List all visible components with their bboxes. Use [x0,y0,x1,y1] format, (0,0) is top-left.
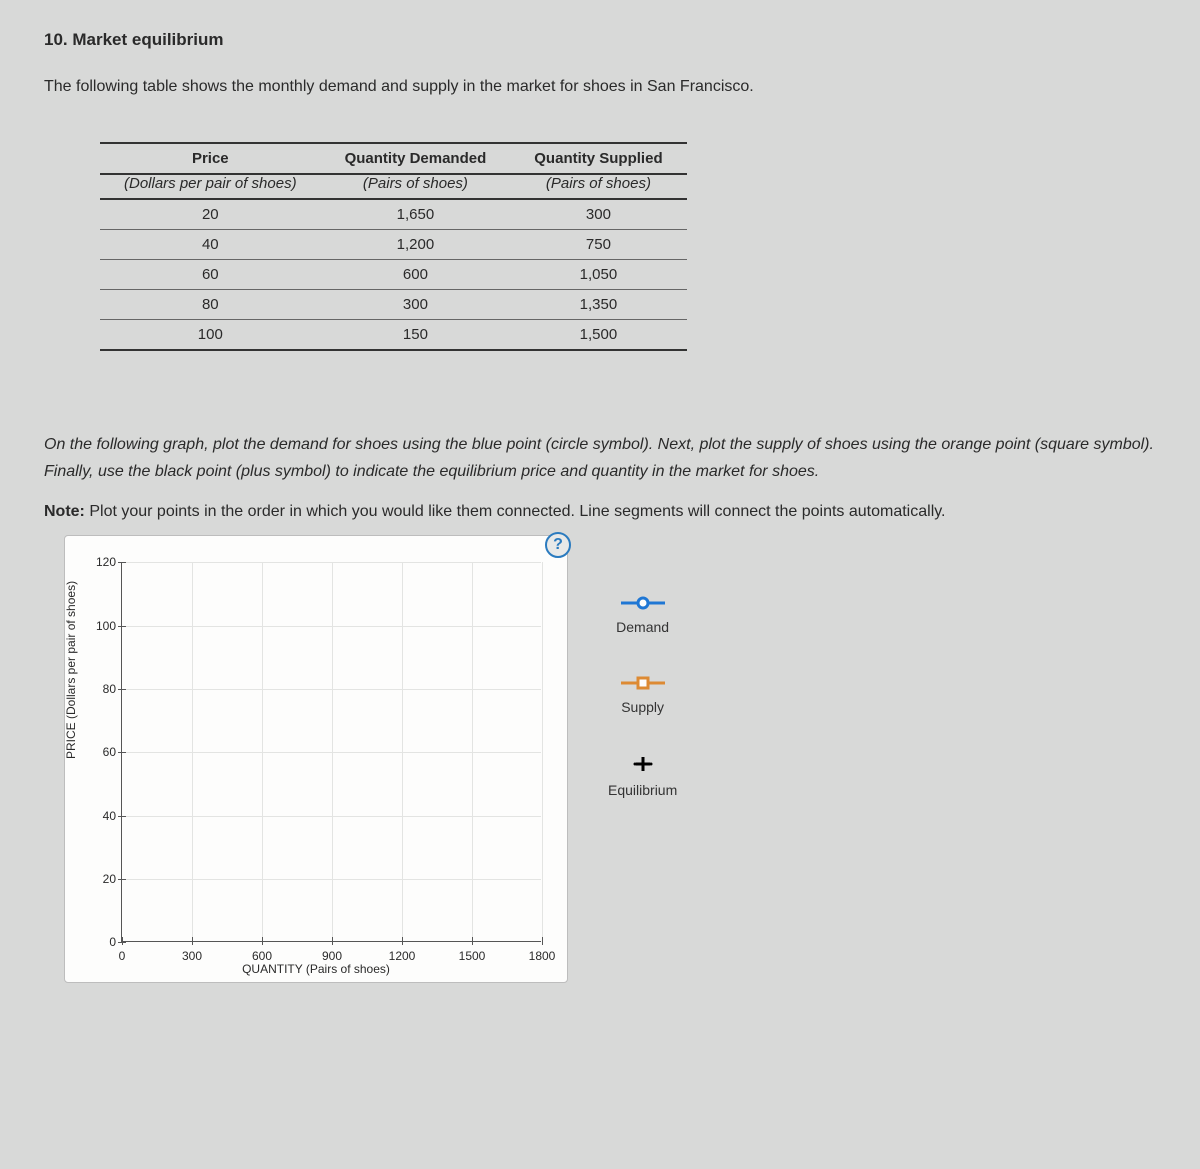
table-cell: 300 [510,199,686,230]
y-axis-label: PRICE (Dollars per pair of shoes) [64,581,78,759]
col-demand-sub: (Pairs of shoes) [321,174,511,199]
table-cell: 1,350 [510,290,686,320]
table-cell: 100 [100,320,321,351]
col-price-header: Price [100,143,321,174]
table-row: 1001501,500 [100,320,687,351]
table-cell: 150 [321,320,511,351]
table-cell: 1,500 [510,320,686,351]
table-cell: 80 [100,290,321,320]
x-tick-label: 900 [322,949,342,963]
note-label: Note: [44,503,85,520]
data-table: Price Quantity Demanded Quantity Supplie… [100,142,687,351]
plot-area[interactable]: 0204060801001200300600900120015001800 [121,562,541,942]
table-cell: 600 [321,260,511,290]
y-tick-label: 60 [86,745,116,759]
x-tick-label: 1800 [529,949,556,963]
note-body: Plot your points in the order in which y… [85,503,946,520]
legend-demand[interactable]: Demand [608,595,677,635]
y-tick-label: 40 [86,809,116,823]
intro-text: The following table shows the monthly de… [44,78,1200,96]
y-tick-label: 120 [86,555,116,569]
col-demand-header: Quantity Demanded [321,143,511,174]
table-cell: 1,050 [510,260,686,290]
x-tick-label: 600 [252,949,272,963]
table-body: 201,650300401,200750606001,050803001,350… [100,199,687,350]
legend-supply[interactable]: Supply [608,675,677,715]
legend-demand-label: Demand [608,619,677,635]
table-cell: 300 [321,290,511,320]
y-tick-label: 20 [86,872,116,886]
table-cell: 750 [510,230,686,260]
y-tick-label: 0 [86,935,116,949]
col-supply-header: Quantity Supplied [510,143,686,174]
legend-equilibrium[interactable]: Equilibrium [608,755,677,798]
x-tick-label: 0 [119,949,126,963]
x-tick-label: 300 [182,949,202,963]
table-cell: 1,650 [321,199,511,230]
col-supply-sub: (Pairs of shoes) [510,174,686,199]
x-axis-label: QUANTITY (Pairs of shoes) [242,962,390,976]
table-row: 401,200750 [100,230,687,260]
x-tick-label: 1200 [389,949,416,963]
question-heading: 10. Market equilibrium [44,30,1200,50]
instruction-text: On the following graph, plot the demand … [44,431,1200,485]
note-text: Note: Plot your points in the order in w… [44,503,1200,521]
legend-palette: Demand Supply Equilibrium [608,595,677,838]
plot-box: ? PRICE (Dollars per pair of shoes) 0204… [64,535,568,983]
legend-supply-label: Supply [608,699,677,715]
table-cell: 40 [100,230,321,260]
table-row: 606001,050 [100,260,687,290]
table-cell: 20 [100,199,321,230]
table-row: 803001,350 [100,290,687,320]
y-tick-label: 80 [86,682,116,696]
table-cell: 1,200 [321,230,511,260]
graph-region: ? PRICE (Dollars per pair of shoes) 0204… [64,535,1200,983]
col-price-sub: (Dollars per pair of shoes) [100,174,321,199]
legend-equilibrium-label: Equilibrium [608,782,677,798]
x-tick-label: 1500 [459,949,486,963]
help-icon[interactable]: ? [545,532,571,558]
data-table-wrap: Price Quantity Demanded Quantity Supplie… [100,142,1200,351]
y-tick-label: 100 [86,619,116,633]
circle-icon [621,596,665,613]
table-row: 201,650300 [100,199,687,230]
square-icon [621,676,665,693]
table-cell: 60 [100,260,321,290]
plus-icon [631,755,655,776]
